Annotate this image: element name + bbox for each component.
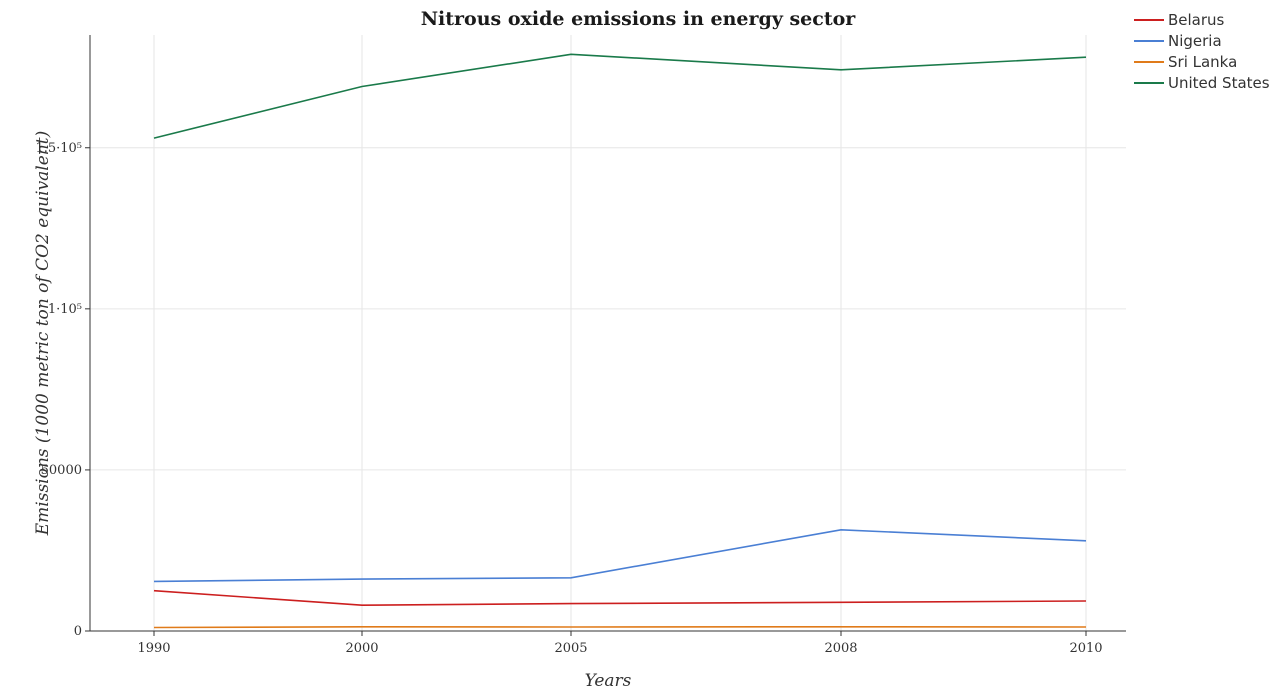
y-tick-label: 0 xyxy=(74,624,82,639)
y-axis-title: Emissions (1000 metric ton of CO2 equiva… xyxy=(33,131,53,536)
y-tick-label: 1·10⁵ xyxy=(48,302,82,317)
x-tick-label: 2010 xyxy=(1069,641,1102,656)
x-tick-label: 1990 xyxy=(137,641,170,656)
series-line-nigeria xyxy=(153,528,1087,583)
legend-label-nigeria: Nigeria xyxy=(1168,32,1222,50)
legend-label-belarus: Belarus xyxy=(1168,11,1225,29)
series-layer xyxy=(153,53,1087,629)
x-tick-label: 2000 xyxy=(345,641,378,656)
legend-label-sri-lanka: Sri Lanka xyxy=(1168,53,1237,71)
y-tick-label: 1.5·10⁵ xyxy=(35,141,82,156)
x-axis-title: Years xyxy=(585,671,632,691)
axes xyxy=(85,35,1126,636)
x-tick-label: 2005 xyxy=(554,641,587,656)
grid-lines xyxy=(90,35,1126,632)
legend-label-united-states: United States xyxy=(1168,74,1270,92)
series-line-sri-lanka xyxy=(153,625,1087,629)
legend: Belarus Nigeria Sri Lanka United States xyxy=(1134,11,1270,92)
tick-labels: 0 50000 1·10⁵ 1.5·10⁵ 1990 2000 2005 2008 2010 xyxy=(35,141,1102,656)
y-tick-label: 50000 xyxy=(41,463,82,478)
series-line-united-states xyxy=(153,53,1087,139)
series-line-belarus xyxy=(153,589,1087,607)
chart-title: Nitrous oxide emissions in energy sector xyxy=(420,8,856,30)
x-tick-label: 2008 xyxy=(824,641,857,656)
